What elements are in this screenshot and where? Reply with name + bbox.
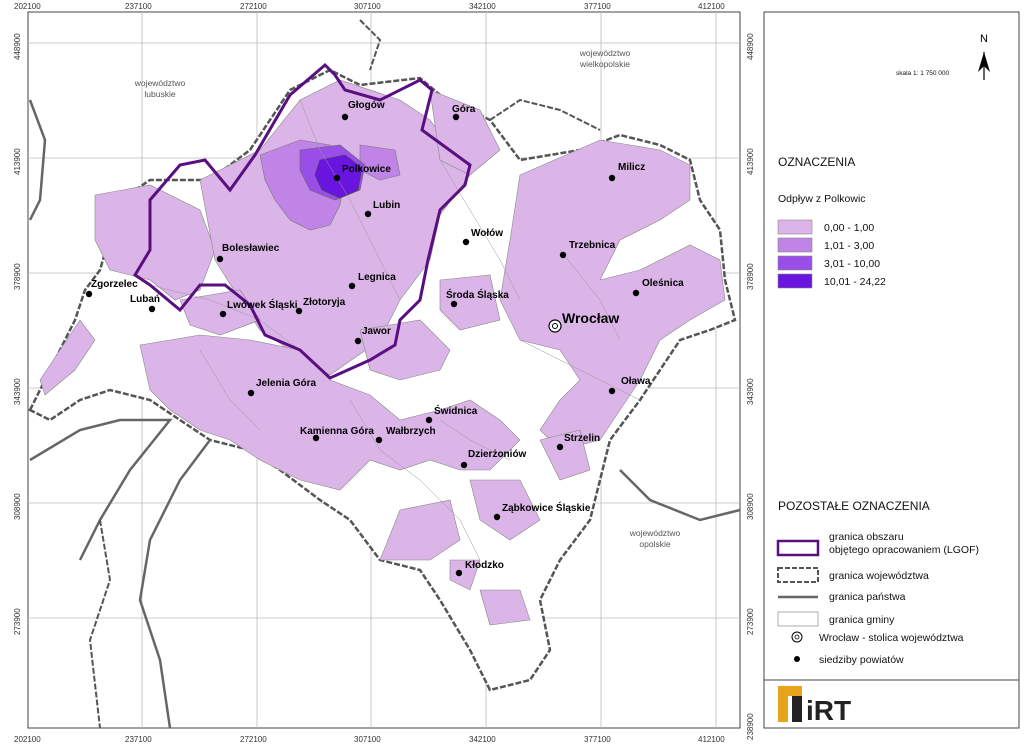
y-tick: 378900 (13, 263, 22, 290)
city-label: Jawor (362, 326, 391, 337)
legend-classes: 0,00 - 1,00 1,01 - 3,00 3,01 - 10,00 10,… (777, 219, 886, 289)
legend-capital-icon (791, 631, 803, 643)
city-label: Ząbkowice Śląskie (502, 501, 591, 514)
gmina-boundaries (149, 99, 641, 561)
legend-panel (763, 11, 1020, 729)
legend-state-label: granica państwa (829, 591, 906, 603)
city-label: Kamienna Góra (300, 426, 374, 437)
y-tick: 308900 (746, 493, 755, 520)
y-tick: 238900 (746, 713, 755, 740)
north-label: N (980, 33, 988, 45)
y-tick: 448900 (13, 33, 22, 60)
city-label: Zgorzelec (91, 279, 138, 290)
x-tick: 377100 (584, 2, 611, 11)
x-tick-labels-bottom: 202100 237100 272100 307100 342100 37710… (14, 735, 725, 744)
city-label: Jelenia Góra (256, 378, 316, 389)
city-label: Strzelin (564, 433, 600, 444)
region-label-opolskie: województwo opolskie (629, 528, 681, 549)
irt-logo: iRT (778, 686, 851, 726)
y-tick-labels-right: 448900 413900 378900 343900 308900 27390… (746, 33, 755, 740)
city-label: Polkowice (342, 164, 391, 175)
x-tick: 412100 (698, 2, 725, 11)
city-label: Oława (621, 376, 651, 387)
city-label: Lubin (373, 200, 400, 211)
y-tick: 378900 (746, 263, 755, 290)
other-legend-items: granica obszaru objętego opracowaniem (LG… (776, 531, 979, 666)
legend-subtitle: Odpływ z Polkowic (778, 193, 866, 205)
x-tick: 202100 (14, 735, 41, 744)
city-label: Trzebnica (569, 240, 616, 251)
y-tick: 308900 (13, 493, 22, 520)
city-label: Legnica (358, 272, 396, 283)
scale-text: skala 1: 1 750 000 (896, 70, 950, 77)
y-tick: 448900 (746, 33, 755, 60)
city-label: Wołów (471, 228, 503, 239)
x-tick: 307100 (354, 735, 381, 744)
city-label: Góra (452, 104, 476, 115)
city-markers: Głogów Góra Polkowice Milicz Lubin Boles… (85, 100, 684, 577)
city-label: Kłodzko (465, 560, 504, 571)
city-label: Lwówek Śląski (227, 298, 298, 311)
other-legend-title: POZOSTAŁE OZNACZENIA (778, 499, 930, 513)
legend-title: OZNACZENIA (778, 155, 855, 169)
lgof-boundary (132, 62, 472, 380)
x-tick-labels-top: 202100 237100 272100 307100 342100 37710… (14, 2, 725, 11)
legend-swatch-light (777, 219, 813, 235)
x-tick: 377100 (584, 735, 611, 744)
x-tick: 412100 (698, 735, 725, 744)
legend-lgof-swatch (776, 539, 820, 557)
legend-class-label: 1,01 - 3,00 (824, 240, 874, 252)
x-tick: 237100 (125, 735, 152, 744)
city-label: Głogów (348, 100, 385, 111)
city-label: Oleśnica (642, 278, 684, 289)
city-label: Bolesławiec (222, 243, 280, 254)
y-tick: 343900 (746, 378, 755, 405)
legend-swatch-max (777, 273, 813, 289)
x-tick: 342100 (469, 2, 496, 11)
legend-class-label: 10,01 - 24,22 (824, 276, 886, 288)
y-tick: 413900 (13, 148, 22, 175)
capital-marker: Wrocław (548, 310, 619, 333)
x-tick: 272100 (240, 735, 267, 744)
capital-label: Wrocław (562, 310, 619, 326)
city-label: Świdnica (434, 404, 478, 417)
city-label: Złotoryja (303, 297, 346, 308)
y-tick: 273900 (746, 608, 755, 635)
legend-lgof-label: granica obszaru objętego opracowaniem (LG… (829, 531, 979, 556)
legend-voivodeship-swatch (777, 567, 819, 583)
x-tick: 307100 (354, 2, 381, 11)
legend-gmina-swatch (777, 611, 819, 627)
legend-swatch-medium (777, 237, 813, 253)
city-label: Lubań (130, 294, 160, 305)
x-tick: 272100 (240, 2, 267, 11)
region-label-lubuskie: województwo lubuskie (134, 78, 186, 99)
x-tick: 237100 (125, 2, 152, 11)
city-label: Środa Śląska (446, 288, 509, 301)
legend-class-label: 3,01 - 10,00 (824, 258, 880, 270)
city-label: Dzierżoniów (468, 449, 527, 460)
legend-seat-label: siedziby powiatów (819, 654, 904, 666)
legend-voivodeship-label: granica województwa (829, 570, 929, 582)
x-tick: 202100 (14, 2, 41, 11)
y-tick: 343900 (13, 378, 22, 405)
region-label-wielkopolskie: województwo wielkopolskie (579, 48, 631, 69)
legend-capital-label: Wrocław - stolica województwa (819, 632, 964, 644)
north-arrow-icon: N (978, 33, 990, 80)
x-tick: 342100 (469, 735, 496, 744)
legend-seat-icon (794, 656, 800, 662)
legend-swatch-strong (777, 255, 813, 271)
y-tick: 273900 (13, 608, 22, 635)
voivodeship-boundary-ext (88, 19, 601, 729)
city-label: Milicz (618, 162, 645, 173)
city-label: Wałbrzych (386, 426, 436, 437)
y-tick: 413900 (746, 148, 755, 175)
y-tick-labels-left: 448900 413900 378900 343900 308900 27390… (13, 33, 22, 635)
legend-gmina-label: granica gminy (829, 614, 895, 626)
logo-text: iRT (806, 695, 851, 726)
legend-class-label: 0,00 - 1,00 (824, 222, 874, 234)
